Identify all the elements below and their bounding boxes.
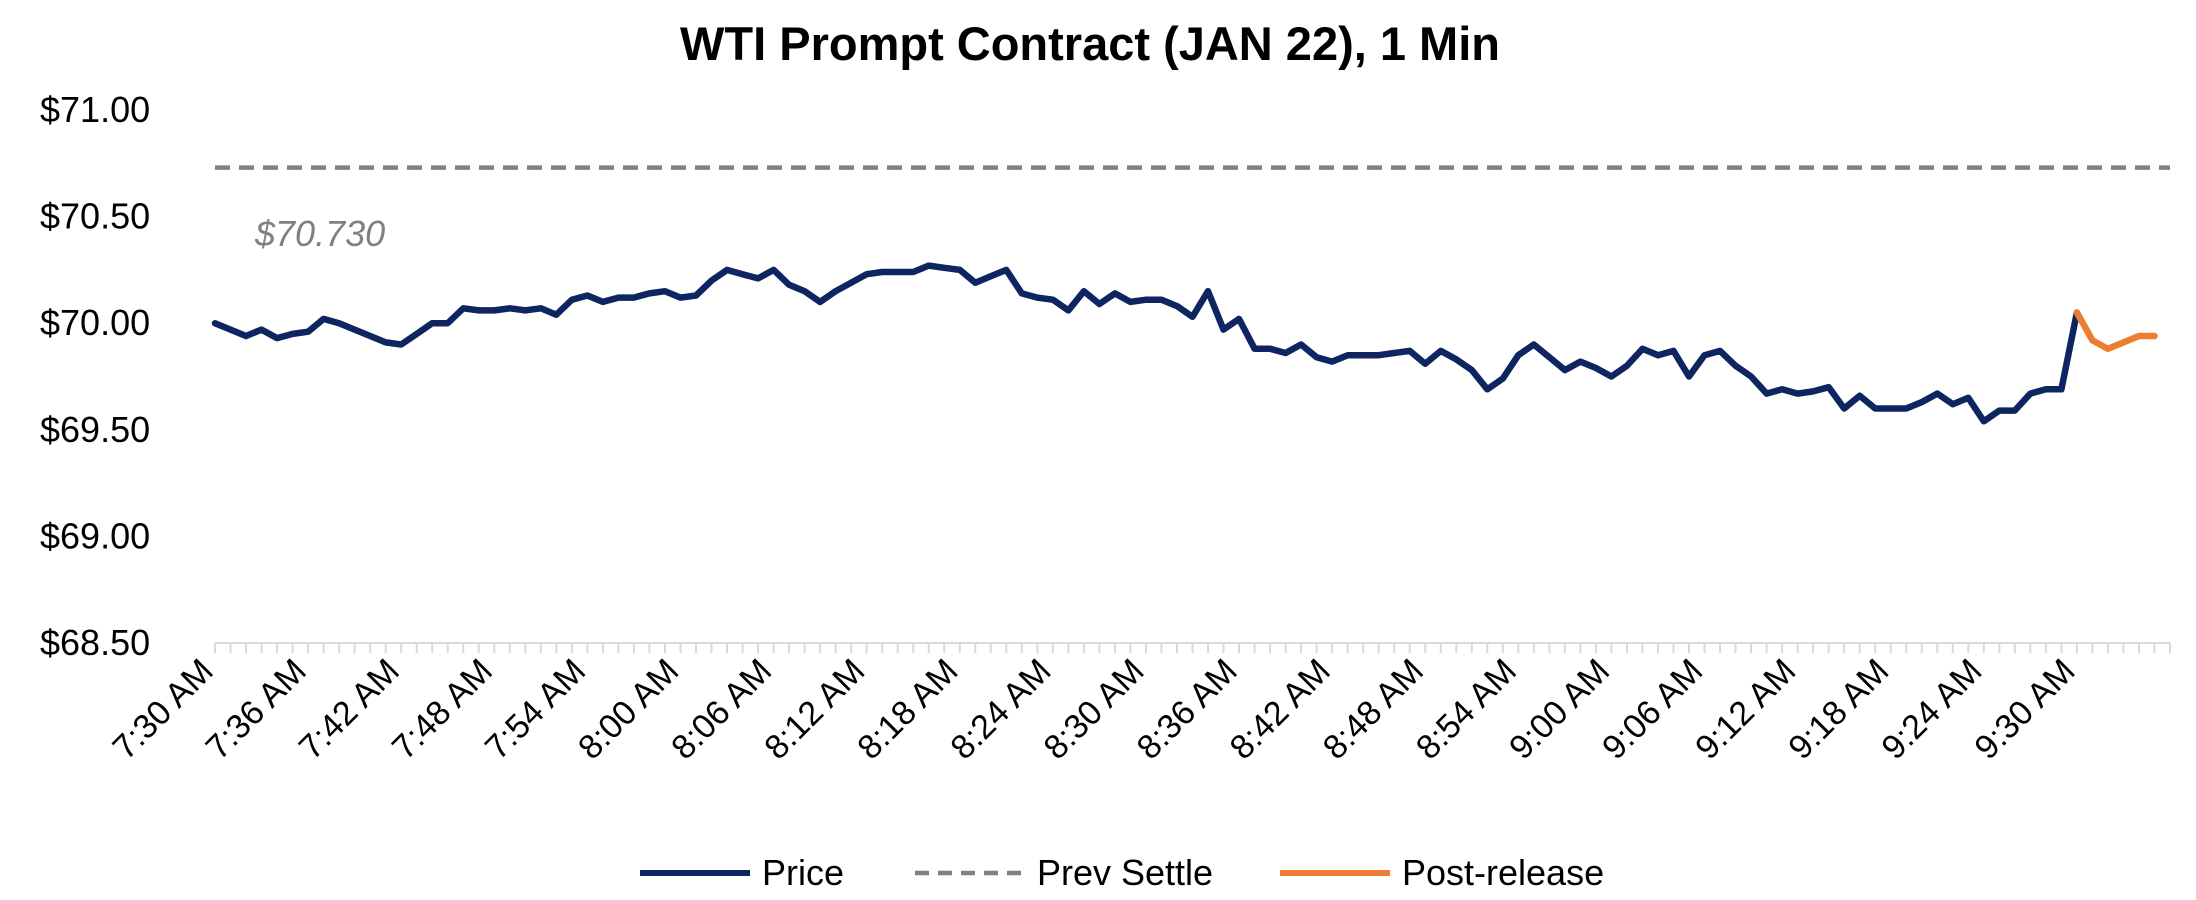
x-tick-label: 8:06 AM [664,652,779,767]
x-tick-label: 9:12 AM [1688,652,1803,767]
x-tick-label: 8:54 AM [1409,652,1524,767]
y-tick-label: $68.50 [40,622,150,663]
prev-settle-label: $70.730 [254,213,385,254]
post-release-series-line [2073,309,2158,353]
x-tick-label: 9:18 AM [1781,652,1896,767]
x-tick-label: 7:30 AM [106,652,221,767]
x-tick-label: 9:00 AM [1502,652,1617,767]
legend-label-price: Price [762,852,844,893]
legend-label-prev-settle: Prev Settle [1037,852,1213,893]
y-tick-label: $71.00 [40,89,150,130]
x-tick-label: 9:24 AM [1874,652,1989,767]
x-tick-label: 7:54 AM [478,652,593,767]
y-tick-label: $69.00 [40,515,150,556]
series-layer [211,165,2170,425]
price-series-line [211,262,2081,425]
x-tick-label: 8:12 AM [757,652,872,767]
x-tick-label: 9:30 AM [1967,652,2082,767]
x-tick-label: 8:18 AM [850,652,965,767]
legend: Price Prev Settle Post-release [640,852,1604,893]
x-tick-label: 8:36 AM [1130,652,1245,767]
legend-label-post-release: Post-release [1402,852,1604,893]
y-axis-ticks: $68.50 $69.00 $69.50 $70.00 $70.50 $71.00 [40,89,150,663]
x-tick-label: 9:06 AM [1595,652,1710,767]
x-tick-label: 8:00 AM [571,652,686,767]
x-tick-label: 8:30 AM [1037,652,1152,767]
y-tick-label: $70.50 [40,196,150,237]
x-axis [214,642,2171,653]
x-tick-label: 7:48 AM [385,652,500,767]
y-tick-label: $69.50 [40,409,150,450]
x-tick-label: 7:42 AM [292,652,407,767]
x-tick-label: 8:24 AM [943,652,1058,767]
x-axis-tick-labels: 7:30 AM7:36 AM7:42 AM7:48 AM7:54 AM8:00 … [106,652,2083,767]
x-tick-label: 8:42 AM [1223,652,1338,767]
chart-title: WTI Prompt Contract (JAN 22), 1 Min [680,17,1500,70]
x-tick-label: 8:48 AM [1316,652,1431,767]
x-tick-label: 7:36 AM [199,652,314,767]
y-tick-label: $70.00 [40,302,150,343]
